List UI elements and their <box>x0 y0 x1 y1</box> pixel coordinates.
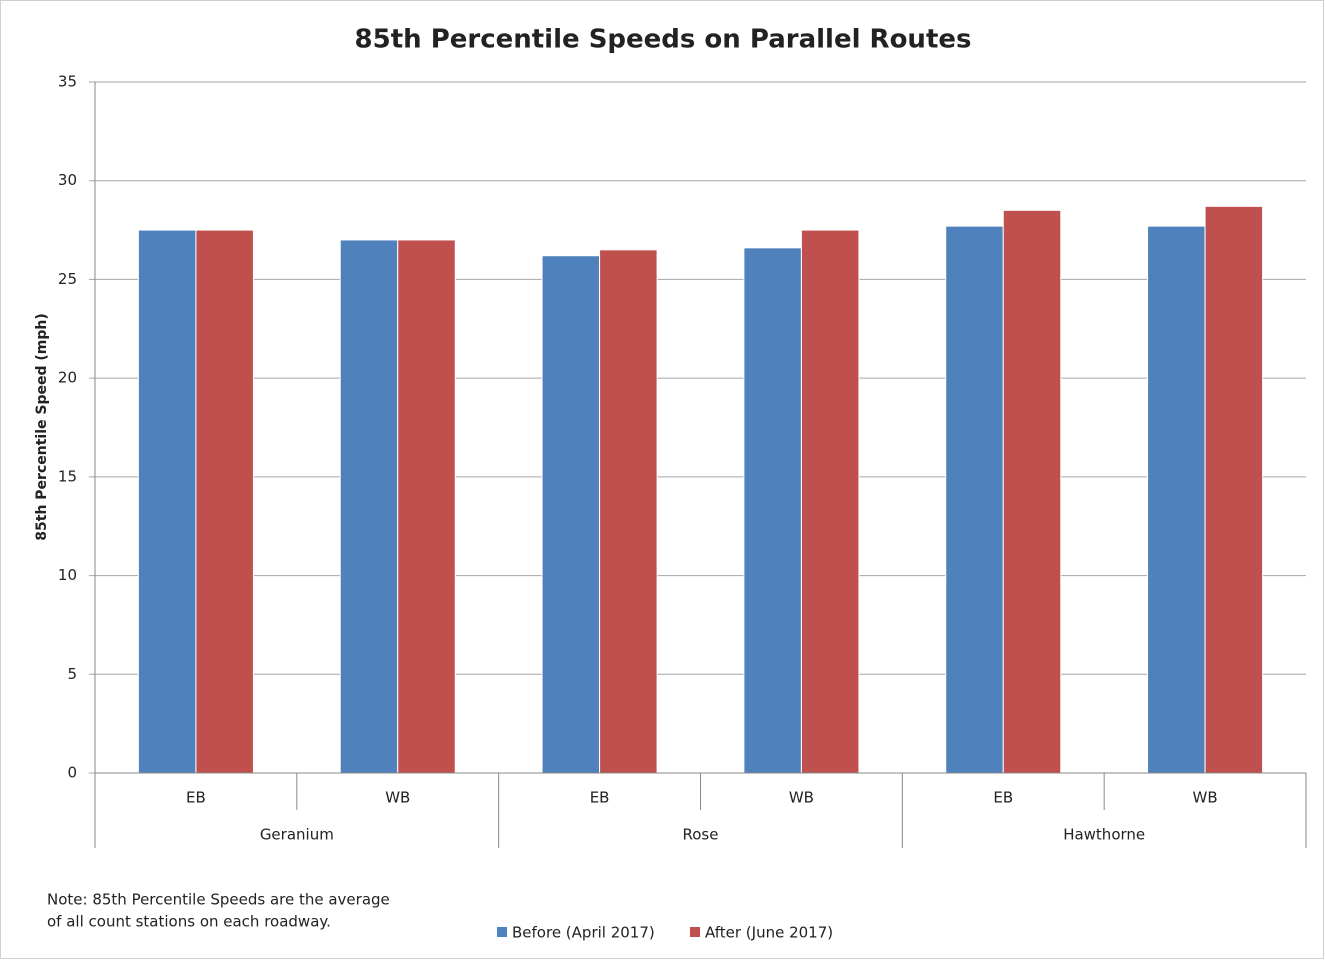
x-tick-label: WB <box>1193 789 1218 807</box>
y-tick-label: 10 <box>58 566 77 584</box>
bar <box>743 247 802 774</box>
y-axis-title: 85th Percentile Speed (mph) <box>34 313 50 540</box>
legend-label: After (June 2017) <box>705 924 833 942</box>
bar <box>541 255 601 774</box>
chart-title: 85th Percentile Speeds on Parallel Route… <box>355 25 972 55</box>
y-tick-label: 25 <box>58 270 77 288</box>
note-line: Note: 85th Percentile Speeds are the ave… <box>47 891 390 909</box>
x-tick-label: EB <box>590 789 610 807</box>
group-label: Geranium <box>260 826 334 844</box>
y-tick-label: 35 <box>58 73 77 91</box>
x-tick-label: WB <box>385 789 410 807</box>
bar <box>1147 225 1206 774</box>
bar <box>800 229 860 774</box>
y-tick-label: 0 <box>67 764 77 782</box>
y-tick-label: 20 <box>58 369 77 387</box>
legend-label: Before (April 2017) <box>512 924 655 942</box>
bar <box>599 249 658 774</box>
group-label: Rose <box>683 826 719 844</box>
x-tick-label: WB <box>789 789 814 807</box>
bar <box>339 239 399 774</box>
group-label: Hawthorne <box>1063 826 1145 844</box>
note-line: of all count stations on each roadway. <box>47 913 331 931</box>
legend-swatch <box>497 927 507 937</box>
x-tick-label: EB <box>993 789 1013 807</box>
bar <box>195 229 254 774</box>
y-tick-label: 5 <box>67 665 77 683</box>
legend-swatch <box>690 927 700 937</box>
bar <box>945 225 1004 774</box>
bar <box>397 239 456 774</box>
y-tick-label: 15 <box>58 467 77 485</box>
bar <box>137 229 197 774</box>
bar <box>1204 205 1264 774</box>
bar <box>1002 209 1062 774</box>
y-tick-label: 30 <box>58 171 77 189</box>
x-tick-label: EB <box>186 789 206 807</box>
